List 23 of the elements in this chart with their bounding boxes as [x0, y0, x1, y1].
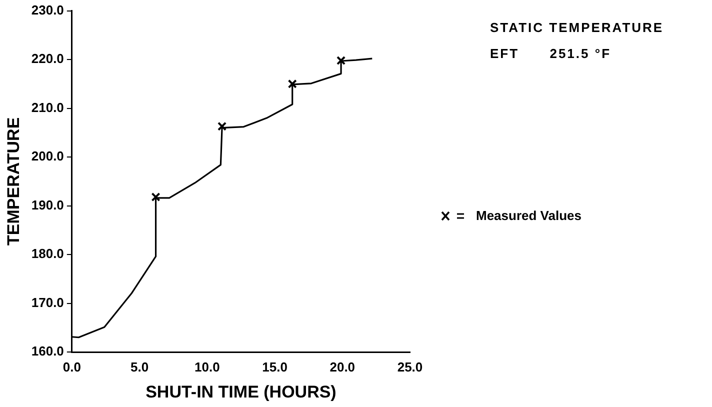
- y-tick-label: 160.0: [31, 344, 64, 359]
- y-tick-label: 180.0: [31, 246, 64, 262]
- y-tick-label: 210.0: [31, 100, 64, 115]
- y-tick-label: 230.0: [31, 2, 64, 18]
- x-axis-title: SHUT-IN TIME (HOURS): [146, 382, 336, 402]
- y-axis-title: TEMPERATURE: [4, 117, 23, 246]
- y-tick-label: 190.0: [31, 197, 64, 212]
- x-tick-label: 20.0: [330, 359, 356, 374]
- y-tick-label: 170.0: [31, 294, 64, 310]
- y-tick-label: 200.0: [31, 148, 64, 164]
- point: [218, 122, 227, 131]
- x-tick-label: 0.0: [62, 359, 81, 374]
- x-tick-label: 5.0: [130, 359, 149, 374]
- x-tick-label: 15.0: [262, 359, 288, 374]
- point: [151, 192, 160, 202]
- y-tick-label: 220.0: [31, 51, 64, 66]
- point: [336, 56, 346, 66]
- x-tick-label: 25.0: [397, 359, 423, 374]
- point: [288, 79, 297, 88]
- text: STATIC TEMPERATURE: [490, 20, 664, 35]
- text: EFT 251.5 °F: [490, 46, 612, 61]
- legend-label: Measured Values: [476, 208, 582, 223]
- x-tick-label: 10.0: [194, 359, 220, 374]
